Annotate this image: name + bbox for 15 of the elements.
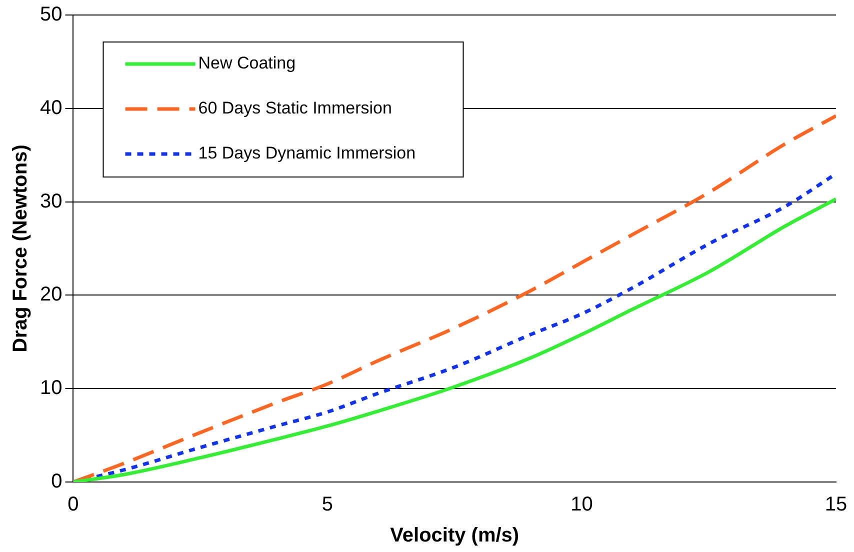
y-tick-label: 50 — [40, 4, 62, 26]
x-axis-title: Velocity (m/s) — [390, 524, 520, 547]
x-tick-label: 5 — [322, 494, 334, 516]
x-tick-label: 0 — [68, 494, 79, 516]
legend-label: New Coating — [198, 54, 296, 73]
x-tick-label: 15 — [824, 494, 848, 516]
y-axis-title: Drag Force (Newtons) — [10, 144, 32, 352]
y-tick-label: 30 — [40, 190, 62, 212]
x-tick-label: 10 — [570, 494, 593, 516]
y-tick-label: 20 — [40, 284, 62, 306]
y-tick-label: 0 — [51, 470, 62, 493]
legend-label: 15 Days Dynamic Immersion — [198, 144, 416, 163]
y-tick-label: 40 — [40, 96, 62, 119]
y-tick-label: 10 — [40, 377, 62, 400]
legend-label: 60 Days Static Immersion — [198, 98, 392, 118]
